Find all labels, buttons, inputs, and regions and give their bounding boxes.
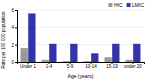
legend-item: HIC [108,2,123,8]
x-tick-label: 10-14 [85,64,97,69]
x-axis-title: Age (years) [68,73,94,79]
bar [42,60,49,62]
bar [63,61,70,62]
x-tick-label: under 20 [124,64,142,69]
series [28,13,140,62]
bar [84,61,91,62]
bar [133,44,140,62]
x-tick: 10-14 [85,62,97,69]
y-tick: 6 [11,8,17,13]
y-tick-mark [15,10,17,11]
x-tick: under 20 [124,62,142,69]
chart: 0 2 4 6 Under 1 1-4 5-9 10-14 15-19 under 20 Age (… [0,0,147,80]
bar [112,44,119,62]
x-tick-label: 1-4 [46,64,53,69]
y-tick-mark [15,27,17,28]
grid-line [17,44,144,45]
y-tick-label: 2 [11,43,14,48]
bar [125,60,132,62]
x-tick: 1-4 [46,62,53,69]
y-axis: 0 2 4 6 [11,8,17,65]
bar [28,13,35,62]
y-tick-label: 0 [11,60,14,65]
x-tick-label: 5-9 [67,64,74,69]
x-axis: Under 1 1-4 5-9 10-14 15-19 under 20 [18,62,145,69]
grid [17,10,144,62]
bars [21,13,141,62]
plot: 0 2 4 6 Under 1 1-4 5-9 10-14 15-19 under 20 [11,8,144,69]
x-tick-label: Under 1 [20,64,37,69]
legend-swatch [108,3,112,7]
legend: HIC LMIC [108,2,144,8]
legend-swatch [127,3,131,7]
y-tick-mark [15,45,17,46]
y-axis-title: Rate per 100 000 population [1,11,6,68]
x-tick: 5-9 [67,62,74,69]
y-tick: 0 [11,60,17,65]
y-tick-label: 4 [11,25,14,30]
y-tick-mark [15,62,17,63]
legend-label: LMIC [132,2,144,8]
grid-line [17,10,144,11]
y-axis-line [15,11,18,63]
grid-line [17,27,144,28]
bar [91,53,98,62]
y-tick-label: 6 [11,8,14,13]
bar [70,44,77,62]
legend-label: HIC [114,2,123,8]
bar [21,48,28,62]
y-tick: 4 [11,25,17,30]
legend-item: LMIC [127,2,145,8]
bar [49,44,56,62]
x-tick: Under 1 [20,62,37,69]
x-tick-label: 15-19 [106,64,118,69]
x-tick: 15-19 [106,62,118,69]
y-tick: 2 [11,43,17,48]
bar [104,57,111,62]
